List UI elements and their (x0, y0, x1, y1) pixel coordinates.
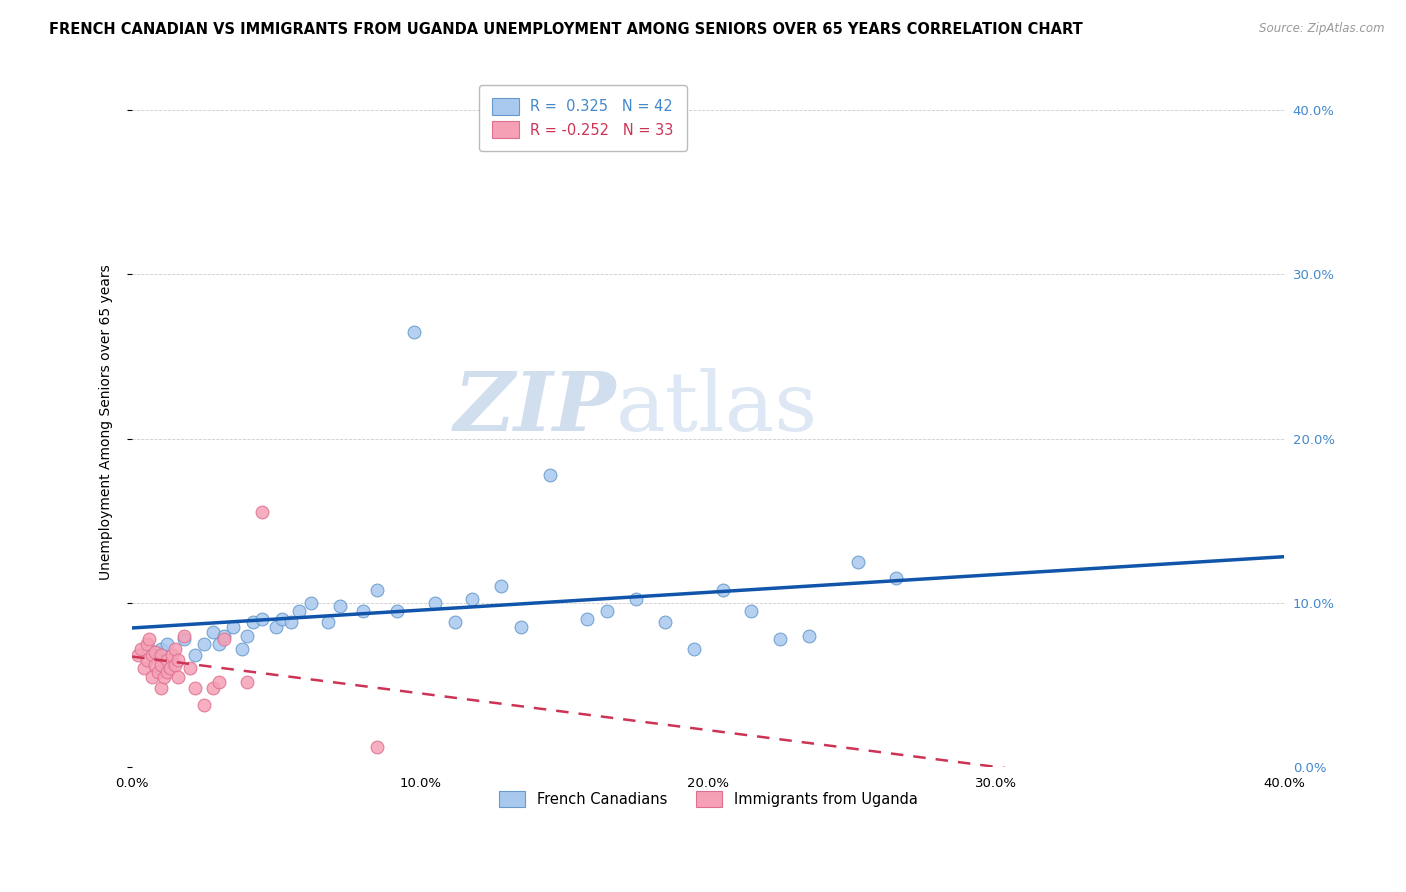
Point (135, 637, 157, 651)
Point (510, 620, 533, 634)
Point (149, 658, 172, 673)
Point (236, 674, 259, 689)
Point (193, 637, 215, 651)
Point (328, 599, 350, 613)
Point (167, 670, 190, 684)
Point (159, 661, 181, 675)
Point (711, 582, 734, 597)
Point (156, 653, 179, 667)
Point (152, 670, 174, 684)
Point (173, 632, 195, 646)
Point (489, 579, 512, 593)
Point (626, 592, 648, 607)
Point (165, 658, 187, 673)
Point (366, 740, 388, 755)
Point (576, 612, 599, 626)
Point (165, 641, 187, 656)
Point (654, 615, 676, 630)
Point (683, 641, 706, 656)
Point (884, 571, 907, 585)
Point (385, 604, 408, 618)
Point (135, 653, 157, 667)
Point (193, 698, 215, 712)
Point (141, 670, 163, 684)
Point (846, 555, 869, 569)
Point (236, 629, 259, 643)
Point (264, 620, 287, 634)
Point (222, 620, 245, 634)
Point (280, 615, 302, 630)
Y-axis label: Unemployment Among Seniors over 65 years: Unemployment Among Seniors over 65 years (100, 264, 114, 580)
Point (162, 648, 184, 663)
Text: FRENCH CANADIAN VS IMMIGRANTS FROM UGANDA UNEMPLOYMENT AMONG SENIORS OVER 65 YEA: FRENCH CANADIAN VS IMMIGRANTS FROM UGAND… (49, 22, 1083, 37)
Point (207, 637, 229, 651)
Point (173, 629, 195, 643)
Point (596, 604, 619, 618)
Point (129, 641, 152, 656)
Point (366, 582, 388, 597)
Point (201, 625, 224, 640)
Point (207, 674, 229, 689)
Point (352, 604, 374, 618)
Point (404, 325, 426, 339)
Point (179, 661, 201, 675)
Point (143, 645, 166, 659)
Point (167, 653, 190, 667)
Point (316, 615, 339, 630)
Point (132, 661, 155, 675)
Legend: French Canadians, Immigrants from Uganda: French Canadians, Immigrants from Uganda (491, 783, 925, 814)
Point (769, 632, 792, 646)
Point (127, 648, 149, 663)
Point (184, 648, 207, 663)
Point (138, 632, 160, 646)
Point (271, 612, 294, 626)
Text: atlas: atlas (616, 368, 818, 449)
Point (538, 467, 561, 482)
Point (299, 596, 322, 610)
Point (156, 665, 179, 679)
Point (143, 645, 166, 659)
Point (423, 596, 446, 610)
Point (461, 592, 484, 607)
Point (214, 629, 236, 643)
Point (149, 648, 172, 663)
Point (797, 629, 820, 643)
Point (149, 641, 172, 656)
Point (250, 612, 273, 626)
Point (242, 615, 264, 630)
Point (143, 658, 166, 673)
Point (231, 641, 253, 656)
Point (146, 665, 169, 679)
Point (149, 681, 172, 695)
Point (740, 604, 762, 618)
Point (201, 681, 224, 695)
Point (250, 506, 273, 520)
Point (214, 632, 236, 646)
Point (184, 681, 207, 695)
Point (141, 648, 163, 663)
Point (288, 604, 311, 618)
Text: Source: ZipAtlas.com: Source: ZipAtlas.com (1260, 22, 1385, 36)
Text: ZIP: ZIP (454, 368, 616, 449)
Point (156, 637, 179, 651)
Point (443, 615, 465, 630)
